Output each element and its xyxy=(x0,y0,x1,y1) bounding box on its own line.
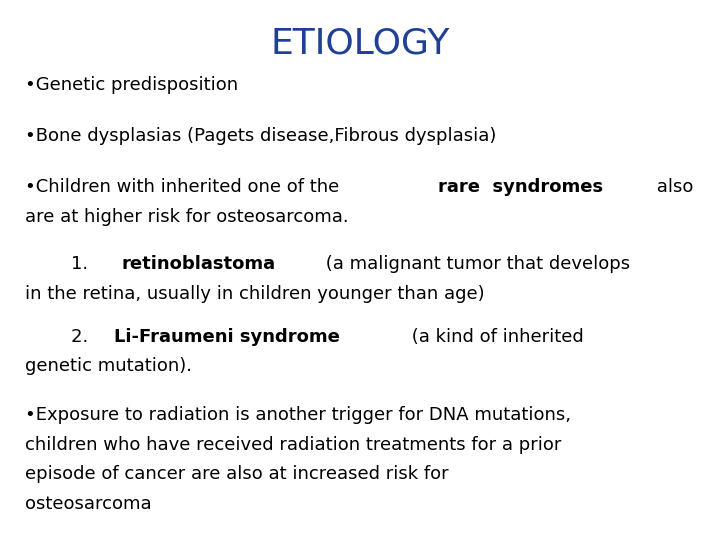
Text: Li-Fraumeni syndrome: Li-Fraumeni syndrome xyxy=(114,328,340,346)
Text: •Bone dysplasias (Pagets disease,Fibrous dysplasia): •Bone dysplasias (Pagets disease,Fibrous… xyxy=(25,127,497,145)
Text: osteosarcoma: osteosarcoma xyxy=(25,495,152,513)
Text: rare  syndromes: rare syndromes xyxy=(438,178,603,196)
Text: in the retina, usually in children younger than age): in the retina, usually in children young… xyxy=(25,285,485,302)
Text: retinoblastoma: retinoblastoma xyxy=(122,255,276,273)
Text: (a malignant tumor that develops: (a malignant tumor that develops xyxy=(320,255,631,273)
Text: children who have received radiation treatments for a prior: children who have received radiation tre… xyxy=(25,436,562,454)
Text: •Children with inherited one of the: •Children with inherited one of the xyxy=(25,178,345,196)
Text: ETIOLOGY: ETIOLOGY xyxy=(270,27,450,61)
Text: are at higher risk for osteosarcoma.: are at higher risk for osteosarcoma. xyxy=(25,208,348,226)
Text: 2.: 2. xyxy=(25,328,94,346)
Text: episode of cancer are also at increased risk for: episode of cancer are also at increased … xyxy=(25,465,449,483)
Text: genetic mutation).: genetic mutation). xyxy=(25,357,192,375)
Text: 1.: 1. xyxy=(25,255,100,273)
Text: •Exposure to radiation is another trigger for DNA mutations,: •Exposure to radiation is another trigge… xyxy=(25,406,571,424)
Text: also: also xyxy=(651,178,693,196)
Text: (a kind of inherited: (a kind of inherited xyxy=(405,328,583,346)
Text: •Genetic predisposition: •Genetic predisposition xyxy=(25,76,238,93)
